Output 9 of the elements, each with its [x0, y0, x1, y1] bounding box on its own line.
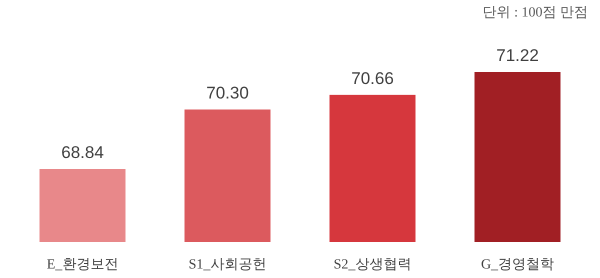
text: 단위 : 100점 만점: [482, 6, 588, 20]
x-tick-label: G_경영철학: [480, 258, 554, 272]
x-tick-label: S1_사회공헌: [188, 258, 266, 272]
data-label: 70.66: [351, 68, 394, 88]
data-label: 68.84: [61, 143, 104, 162]
x-tick-label: S2_상생협력: [334, 258, 412, 272]
x-tick-label: E_환경보전: [46, 258, 118, 272]
data-label: 70.30: [206, 84, 249, 103]
data-label: 71.22: [496, 46, 539, 65]
